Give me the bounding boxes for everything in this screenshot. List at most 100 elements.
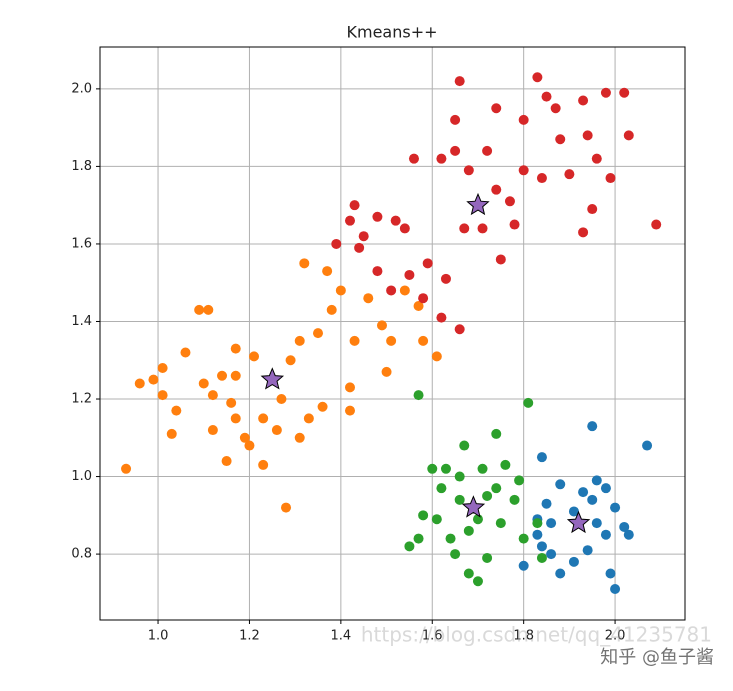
point: [271, 425, 282, 436]
point: [591, 475, 602, 486]
point: [536, 173, 547, 184]
point: [418, 335, 429, 346]
point: [587, 421, 598, 432]
y-tick-label: 1.0: [71, 469, 92, 484]
point: [317, 401, 328, 412]
point: [477, 223, 488, 234]
point: [619, 521, 630, 532]
point: [344, 215, 355, 226]
watermark: https://blog.csdn.net/qq_41235781: [361, 623, 712, 647]
centroid: [260, 367, 285, 390]
point: [349, 335, 360, 346]
point: [281, 502, 292, 513]
point: [532, 518, 543, 529]
y-tick-label: 1.6: [71, 236, 92, 251]
point: [372, 266, 383, 277]
watermark: 知乎 @鱼子酱: [600, 647, 714, 668]
point: [226, 397, 237, 408]
point: [413, 300, 424, 311]
point: [230, 343, 241, 354]
point: [390, 215, 401, 226]
point: [157, 390, 168, 401]
point: [600, 87, 611, 98]
point: [541, 498, 552, 509]
x-tick-label: 1.4: [331, 629, 352, 644]
point: [376, 320, 387, 331]
point: [514, 475, 525, 486]
point: [591, 518, 602, 529]
x-tick-label: 1.6: [422, 629, 443, 644]
point: [322, 266, 333, 277]
point: [568, 506, 579, 517]
x-tick-label: 1.8: [513, 629, 534, 644]
point: [472, 576, 483, 587]
point: [285, 355, 296, 366]
point: [294, 432, 305, 443]
point: [555, 479, 566, 490]
point: [546, 518, 557, 529]
point: [440, 273, 451, 284]
point: [482, 490, 493, 501]
point: [642, 440, 653, 451]
point: [344, 405, 355, 416]
point: [587, 204, 598, 215]
point: [454, 471, 465, 482]
point: [436, 483, 447, 494]
point: [582, 545, 593, 556]
point: [404, 541, 415, 552]
point: [276, 394, 287, 405]
point: [258, 413, 269, 424]
point: [148, 374, 159, 385]
point: [518, 533, 529, 544]
point: [134, 378, 145, 389]
point: [372, 211, 383, 222]
point: [491, 483, 502, 494]
point: [440, 463, 451, 474]
point: [194, 304, 205, 315]
point: [550, 103, 561, 114]
point: [454, 494, 465, 505]
point: [363, 293, 374, 304]
point: [578, 487, 589, 498]
point: [495, 518, 506, 529]
point: [532, 72, 543, 83]
point: [217, 370, 228, 381]
point: [477, 463, 488, 474]
point: [335, 285, 346, 296]
point: [445, 533, 456, 544]
point: [623, 529, 634, 540]
point: [623, 130, 634, 141]
point: [313, 328, 324, 339]
point: [221, 456, 232, 467]
point: [555, 134, 566, 145]
point: [450, 549, 461, 560]
point: [504, 196, 515, 207]
point: [349, 200, 360, 211]
point: [482, 552, 493, 563]
point: [541, 91, 552, 102]
point: [399, 285, 410, 296]
point: [564, 169, 575, 180]
point: [431, 351, 442, 362]
point: [381, 366, 392, 377]
point: [600, 483, 611, 494]
point: [518, 165, 529, 176]
point: [482, 145, 493, 156]
centroid: [466, 192, 490, 216]
point: [463, 165, 474, 176]
point: [344, 382, 355, 393]
point: [354, 242, 365, 253]
point: [303, 413, 314, 424]
point: [555, 568, 566, 579]
point: [578, 227, 589, 238]
point: [532, 529, 543, 540]
point: [386, 335, 397, 346]
point: [408, 153, 419, 164]
y-tick-label: 0.8: [71, 547, 92, 562]
point: [399, 223, 410, 234]
point: [413, 390, 424, 401]
point: [651, 219, 662, 230]
y-tick-label: 1.8: [71, 159, 92, 174]
chart-title: Kmeans++: [346, 23, 437, 42]
point: [610, 583, 621, 594]
